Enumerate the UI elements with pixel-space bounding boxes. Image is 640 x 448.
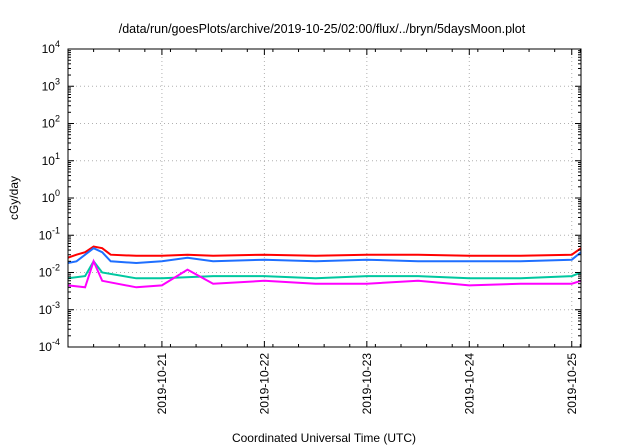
y-tick-exponent: 2 [55, 114, 60, 124]
y-tick-exponent: 4 [55, 39, 60, 49]
y-tick-label: 103 [42, 76, 60, 93]
y-tick-base: 10 [42, 79, 56, 93]
y-tick-label: 10-4 [39, 337, 60, 354]
y-tick-exponent: 0 [55, 188, 60, 198]
y-tick-exponent: 1 [55, 151, 60, 161]
y-tick-base: 10 [39, 228, 53, 242]
chart-title: /data/run/goesPlots/archive/2019-10-25/0… [119, 22, 526, 36]
y-tick-label: 104 [42, 39, 60, 56]
y-tick-exponent: -4 [52, 337, 60, 347]
y-tick-exponent: 3 [55, 76, 60, 86]
grid-lines [68, 49, 581, 347]
series-line-1 [67, 245, 582, 259]
x-tick-label: 2019-10-22 [257, 353, 271, 415]
y-tick-label: 100 [42, 188, 60, 205]
y-tick-base: 10 [42, 117, 56, 131]
series-line-2 [67, 247, 582, 265]
y-tick-base: 10 [42, 154, 56, 168]
y-tick-label: 102 [42, 114, 60, 131]
y-tick-exponent: -2 [52, 263, 60, 273]
x-axis: 2019-10-21 2019-10-22 2019-10-23 2019-10-24… [67, 49, 581, 415]
series-line-4 [67, 258, 582, 289]
y-tick-base: 10 [42, 42, 56, 56]
series-layer [67, 245, 582, 289]
series-line-3 [67, 259, 582, 280]
y-tick-label: 10-1 [39, 225, 60, 242]
y-axis-label: cGy/day [7, 176, 21, 220]
x-tick-label: 2019-10-24 [462, 353, 476, 415]
y-tick-exponent: -3 [52, 300, 60, 310]
y-tick-base: 10 [39, 340, 53, 354]
x-tick-label: 2019-10-25 [565, 353, 579, 415]
x-tick-label: 2019-10-21 [155, 353, 169, 415]
y-tick-label: 10-3 [39, 300, 60, 317]
y-tick-exponent: -1 [52, 225, 60, 235]
y-tick-label: 101 [42, 151, 60, 168]
x-axis-label: Coordinated Universal Time (UTC) [232, 431, 416, 445]
x-tick-label: 2019-10-23 [360, 353, 374, 415]
y-tick-base: 10 [42, 191, 56, 205]
y-tick-base: 10 [39, 303, 53, 317]
y-tick-label: 10-2 [39, 263, 60, 280]
y-tick-base: 10 [39, 266, 53, 280]
